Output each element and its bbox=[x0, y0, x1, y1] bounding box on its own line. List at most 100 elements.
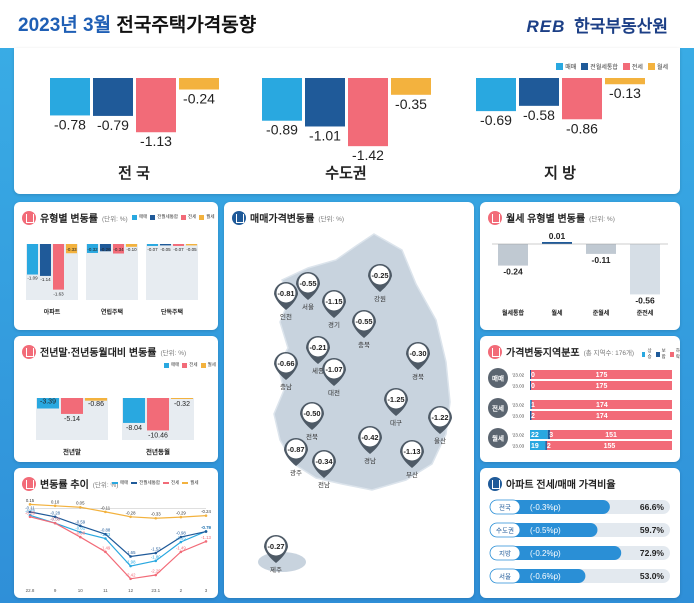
chart-icon bbox=[488, 476, 502, 491]
summary-bar bbox=[605, 78, 645, 85]
distribution-up-label: 19 bbox=[531, 443, 539, 450]
map-region-name: 강원 bbox=[374, 294, 386, 303]
summary-bar bbox=[476, 78, 516, 112]
chart-icon bbox=[22, 344, 36, 359]
trend-x-tick: 3 bbox=[205, 588, 208, 593]
yearly-label: -10.46 bbox=[148, 432, 168, 439]
type-change-category: 아파트 bbox=[44, 308, 61, 316]
trend-point-label: -0.29 bbox=[176, 511, 186, 516]
map-pin-face bbox=[266, 536, 286, 556]
trend-point bbox=[129, 577, 132, 581]
summary-bar-label: -0.58 bbox=[523, 107, 555, 123]
type-change-bar bbox=[53, 244, 64, 290]
trend-point-label: -0.11 bbox=[25, 505, 35, 510]
trend-point-label: -1.80 bbox=[151, 554, 161, 559]
trend-x-tick: 2 bbox=[180, 588, 183, 593]
trend-point bbox=[129, 515, 132, 519]
trend-point bbox=[28, 510, 32, 514]
trend-point-label: -0.28 bbox=[25, 510, 35, 515]
monthly-type-label: -0.24 bbox=[503, 267, 523, 277]
trend-point-label: -0.50 bbox=[50, 517, 60, 522]
yearly-label: -5.14 bbox=[64, 416, 80, 423]
monthly-type-card: 월세 유형별 변동률 (단위: %) -0.24 월세통합 0.01 월세 -0.11 준월… bbox=[480, 202, 680, 330]
map-region-value: -1.13 bbox=[403, 447, 420, 456]
yearly-category: 전년동월 bbox=[146, 447, 170, 456]
yearly-bar bbox=[61, 398, 83, 414]
trend-x-tick: 23.1 bbox=[151, 588, 160, 593]
summary-legend: 매매 전월세통합 전세 월세 bbox=[556, 62, 668, 71]
summary-bar-label: -0.89 bbox=[266, 122, 298, 138]
trend-x-tick: 11 bbox=[103, 588, 108, 593]
trend-point-label: -2.29 bbox=[151, 569, 161, 574]
trend-point-label: -0.33 bbox=[151, 512, 161, 517]
type-change-bar bbox=[173, 244, 184, 246]
monthly-type-label: -0.56 bbox=[635, 295, 655, 305]
map-region-name: 서울 bbox=[302, 302, 314, 311]
summary-bar bbox=[262, 78, 302, 121]
trend-legend: 매매 전월세통합 전세 월세 bbox=[112, 480, 199, 486]
yearly-label: -8.04 bbox=[126, 425, 142, 432]
summary-bar-label: -0.35 bbox=[395, 96, 427, 112]
map-pin-face bbox=[308, 337, 328, 357]
ratio-chart: 전국 (-0.3%p) 66.6% 수도권 (-0.5%p) 59.7% 지방 (-0.2%p… bbox=[489, 499, 670, 584]
yearly-card: 전년말·전년동월대비 변동률 (단위: %) 매매 전세 월세 -3.39 -5.1… bbox=[14, 336, 218, 462]
monthly-type-bar bbox=[630, 244, 660, 295]
type-change-bar bbox=[126, 244, 137, 247]
trend-point bbox=[104, 537, 107, 540]
type-change-label: -1.14 bbox=[40, 277, 51, 282]
yearly-legend: 매매 전세 월세 bbox=[164, 362, 216, 368]
distribution-up-label: 0 bbox=[531, 372, 535, 379]
trend-line bbox=[29, 503, 207, 519]
trend-point-label: -0.59 bbox=[75, 519, 85, 524]
trend-point-label: 0.10 bbox=[51, 499, 60, 504]
distribution-period: '23.02 bbox=[512, 403, 525, 408]
trend-point-label: -0.78 bbox=[201, 525, 211, 530]
ratio-region: 서울 bbox=[499, 572, 511, 581]
trend-point-label: -0.24 bbox=[201, 509, 211, 514]
map-region-name: 대구 bbox=[390, 419, 402, 427]
distribution-group-badge bbox=[488, 368, 508, 388]
trend-point-label: -1.65 bbox=[126, 550, 136, 555]
map-region-value: -1.25 bbox=[387, 395, 404, 404]
ratio-change: (-0.5%p) bbox=[530, 526, 561, 535]
korea-map: -0.55 서울 -0.81 인천 -1.15 경기 -0.25 강원 -0.55 충북 -0.21… bbox=[258, 233, 452, 574]
distribution-group-label: 매매 bbox=[492, 374, 504, 383]
trend-point-label: -0.50 bbox=[50, 517, 60, 522]
trend-point-label: 0.05 bbox=[76, 501, 85, 506]
map-pin-face bbox=[276, 283, 296, 303]
distribution-up-label: 1 bbox=[531, 402, 535, 409]
distribution-down-bar bbox=[531, 411, 672, 420]
yearly-bar bbox=[85, 398, 107, 401]
distribution-up-bar bbox=[530, 430, 548, 439]
trend-point bbox=[78, 505, 82, 509]
trend-point bbox=[204, 540, 208, 543]
summary-category-label: 전 국 bbox=[118, 165, 150, 182]
trend-point bbox=[179, 550, 183, 554]
trend-point-label: -0.11 bbox=[101, 505, 111, 510]
distribution-down-label: 151 bbox=[605, 432, 617, 439]
map-region-value: -0.55 bbox=[299, 279, 316, 288]
trend-point bbox=[129, 564, 132, 568]
ratio-value: 59.7% bbox=[640, 525, 665, 535]
map-region-value: -0.87 bbox=[287, 445, 304, 454]
monthly-type-category: 월세 bbox=[551, 309, 563, 317]
monthly-type-label: 0.01 bbox=[549, 231, 566, 241]
map-region-value: -0.81 bbox=[277, 289, 294, 298]
distribution-flat-bar bbox=[547, 430, 551, 439]
trend-x-tick: 9 bbox=[54, 588, 57, 593]
map-pin-face bbox=[402, 441, 422, 461]
trend-point-label: -0.79 bbox=[201, 525, 211, 530]
distribution-flat-bar bbox=[530, 381, 531, 390]
distribution-up-label: 22 bbox=[531, 432, 539, 439]
ratio-region-pill bbox=[489, 545, 521, 561]
map-region-value: -0.30 bbox=[409, 349, 426, 358]
map-region-name: 부산 bbox=[406, 470, 418, 479]
map-pin-face bbox=[302, 403, 322, 423]
summary-bar-label: -0.24 bbox=[183, 91, 215, 107]
type-change-bar bbox=[186, 244, 197, 246]
map-pin-face bbox=[314, 451, 334, 471]
map-region-name: 충북 bbox=[358, 340, 370, 349]
yearly-chart: -3.39 -5.14 -0.86 전년말 -8.04 -10.46 -0.32 전년동월 bbox=[36, 398, 194, 456]
ratio-bar bbox=[490, 546, 622, 560]
distribution-down-label: 175 bbox=[596, 383, 608, 390]
